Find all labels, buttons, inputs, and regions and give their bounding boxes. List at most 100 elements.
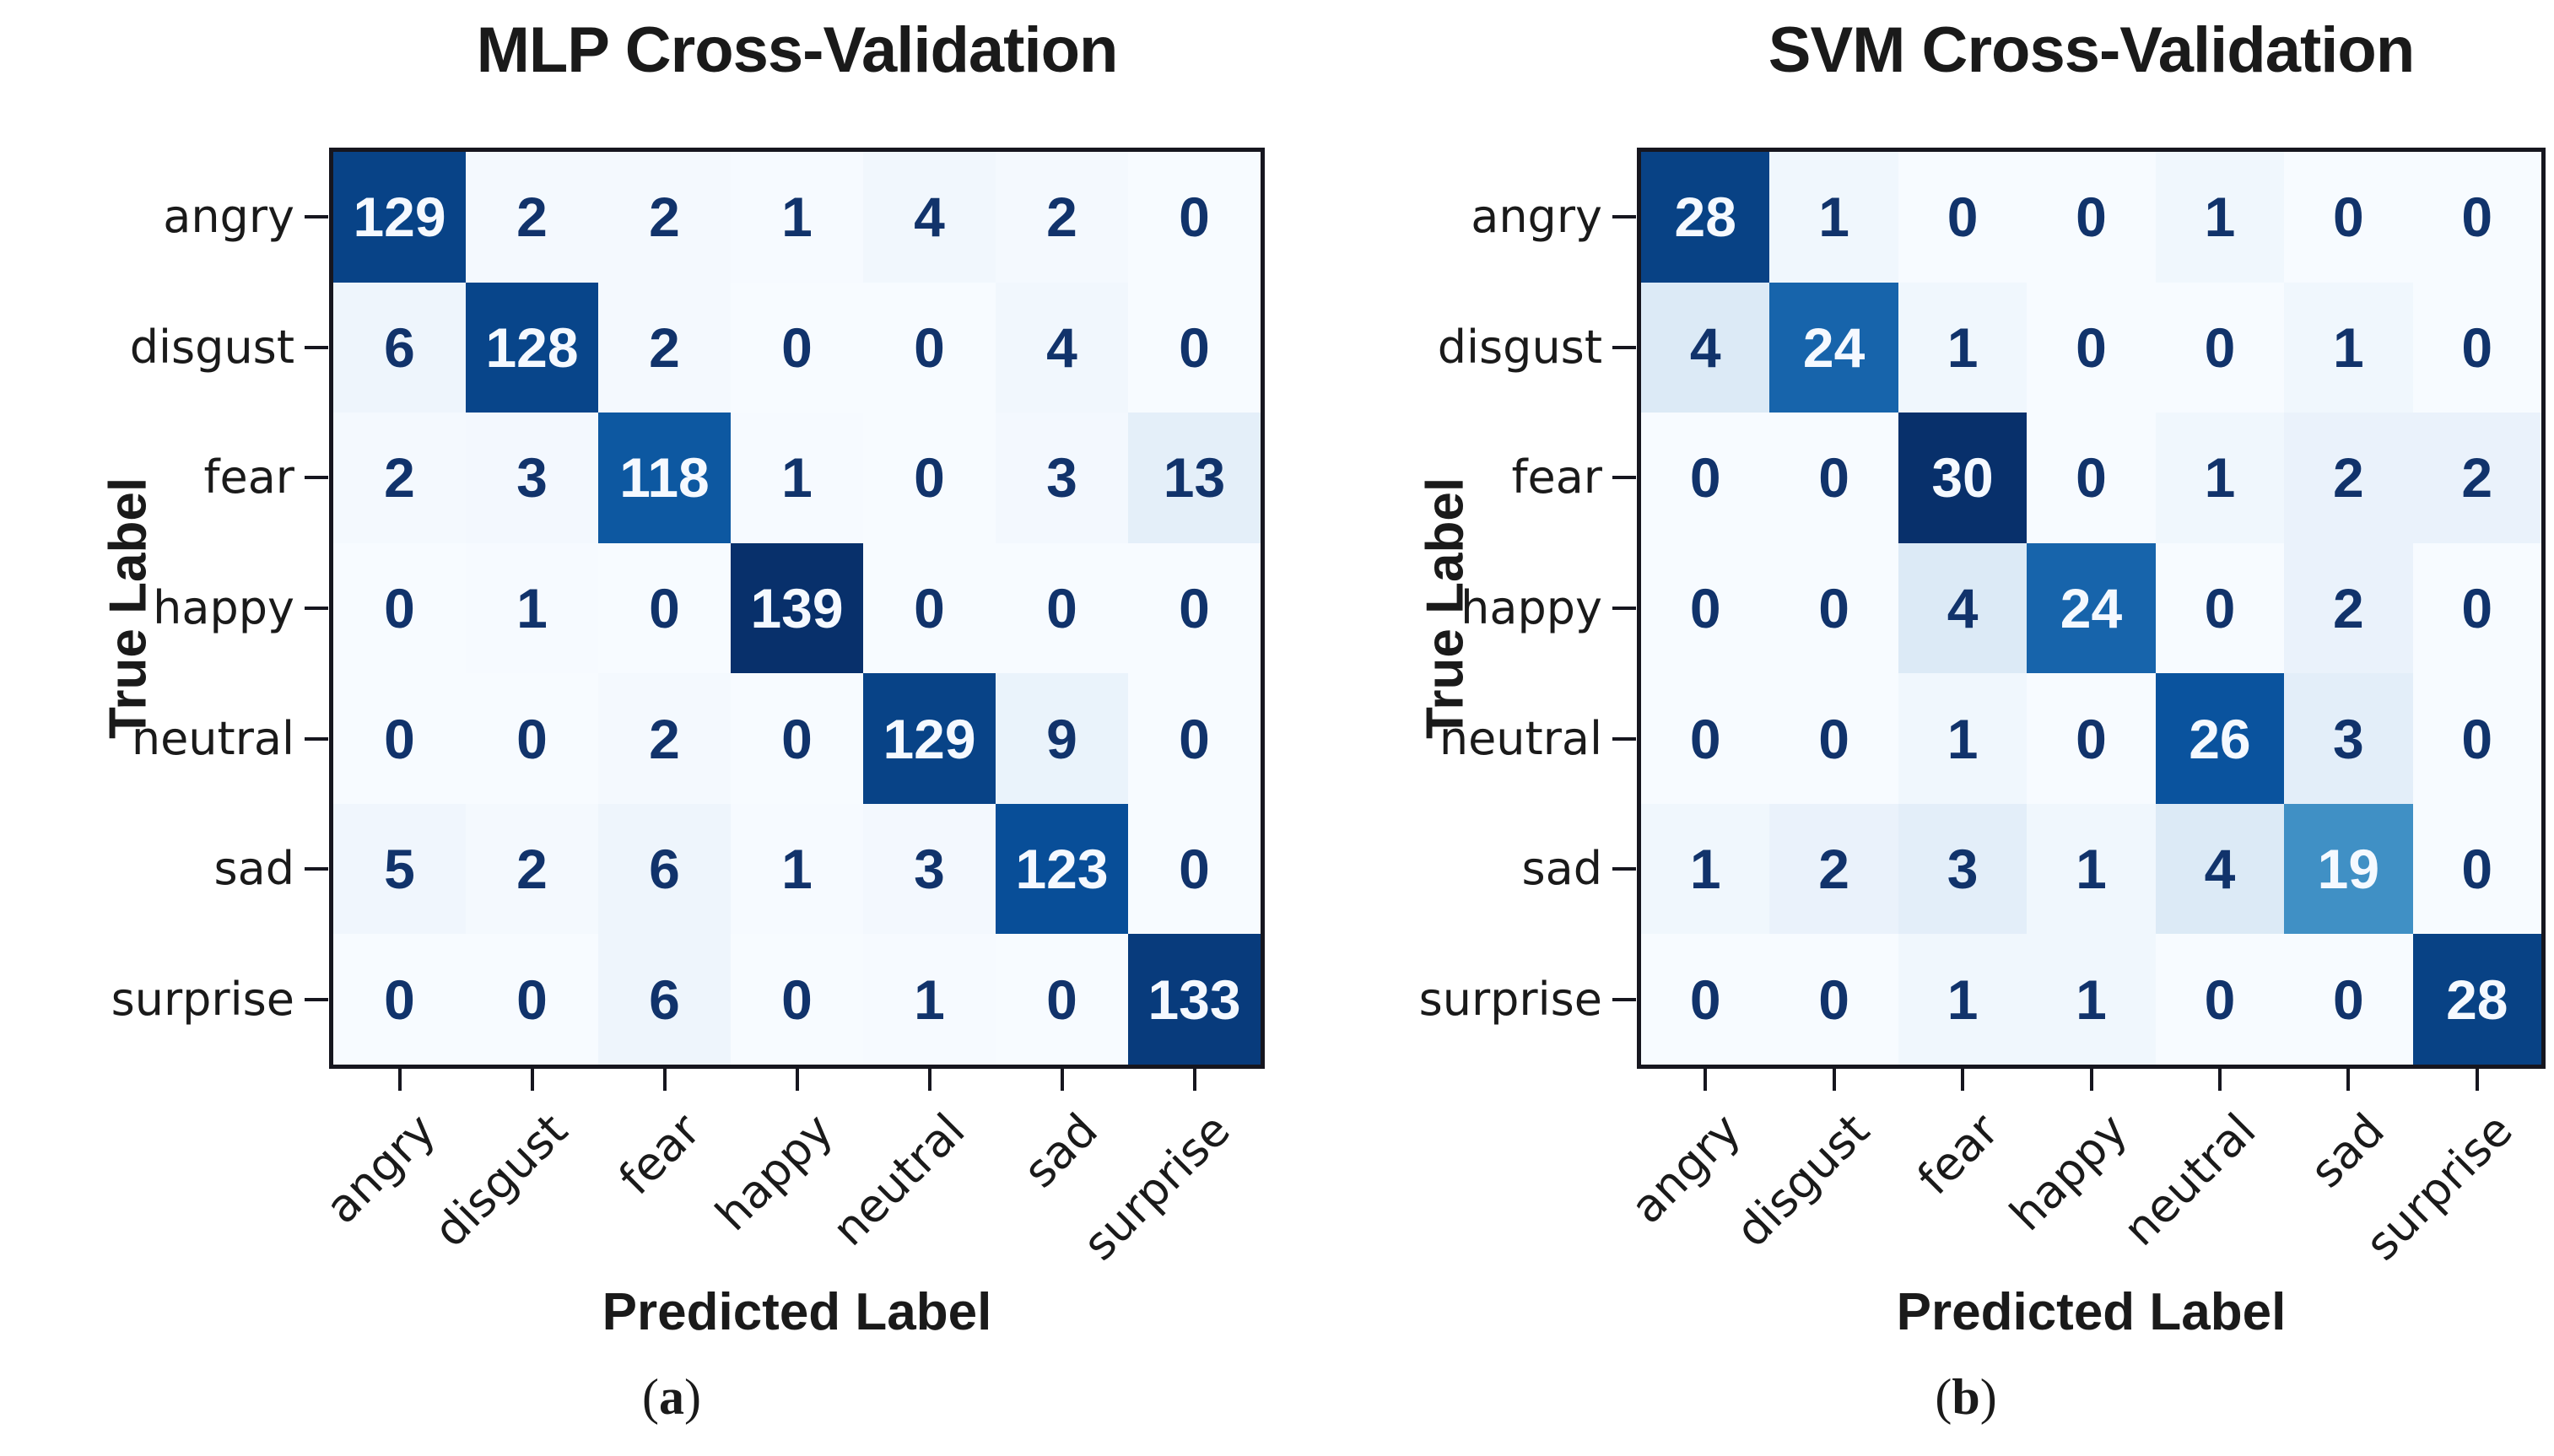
matrix-cell: 0 [1128,803,1261,935]
x-tick-mark [1060,1069,1064,1091]
caption-letter: b [1952,1369,1980,1425]
matrix-cell: 0 [2412,152,2541,283]
x-tick-mark [1961,1069,1965,1091]
y-tick-mark [305,215,328,219]
matrix-cell: 0 [1769,934,1898,1065]
matrix-cell: 4 [996,282,1128,413]
y-tick-mark [305,736,328,741]
x-axis-label: Predicted Label [602,1283,992,1341]
svm-panel: SVM Cross-Validation True Label 28 1 0 0 1 0 0… [1277,0,2554,1456]
matrix-cell: 0 [333,934,466,1065]
y-tick-mark [305,867,328,871]
matrix-cell: 0 [2412,542,2541,674]
matrix-cell: 2 [466,803,598,935]
matrix-cell: 4 [1641,282,1770,413]
matrix-cell: 1 [1898,282,2028,413]
matrix-cell: 0 [2027,282,2156,413]
matrix-cell: 1 [2027,934,2156,1065]
x-tick-label-text: fear [608,1103,710,1205]
matrix-cell: 3 [996,413,1128,543]
matrix-cell: 1 [731,803,863,935]
matrix-cell: 0 [2155,282,2285,413]
matrix-cell: 1 [1898,934,2028,1065]
x-tick-label-text: sad [2299,1103,2395,1198]
matrix-cell: 28 [2412,934,2541,1065]
matrix-cell: 118 [598,413,731,543]
x-axis-label: Predicted Label [1896,1283,2287,1341]
matrix-cell: 1 [2284,282,2413,413]
chart-title: MLP Cross-Validation [476,14,1119,86]
y-tick-label: sad [213,842,294,896]
matrix-cell: 4 [863,152,996,283]
matrix-cell: 128 [466,282,598,413]
matrix-cell: 0 [2155,542,2285,674]
matrix-cell: 0 [466,673,598,804]
matrix-cell: 0 [1128,542,1261,674]
y-tick-mark [1612,607,1636,610]
x-tick-mark [1704,1069,1708,1091]
y-tick-label: surprise [111,972,294,1026]
matrix-cell: 0 [1128,282,1261,413]
matrix-cell: 24 [2027,542,2156,674]
confusion-matrix: 28 1 0 0 1 0 0 4 24 1 0 0 1 0 0 0 30 0 1 2 2 0 0 4 24 0 2 0 0 0 1 0 26 3 0… [1637,148,2546,1069]
matrix-cell: 1 [2155,413,2285,543]
mlp-panel: MLP Cross-Validation True Label 129 2 2 1 4 2… [100,14,1265,1425]
x-tick-label-text: sad [1012,1103,1108,1198]
matrix-cell: 0 [598,542,731,674]
matrix-cell: 0 [2284,934,2413,1065]
matrix-cell: 2 [333,413,466,543]
y-tick-mark [305,345,328,349]
matrix-cell: 0 [1769,673,1898,804]
x-tick-label-text: fear [1906,1103,2009,1205]
matrix-cell: 3 [863,803,996,935]
y-tick-mark [1612,476,1636,480]
x-tick-mark [795,1069,799,1091]
x-tick-mark [2475,1069,2479,1091]
matrix-cell: 4 [2155,803,2285,935]
matrix-cell: 0 [2412,282,2541,413]
caption-paren-close: ) [684,1369,701,1425]
x-tick-mark [1192,1069,1196,1091]
matrix-cell: 129 [333,152,466,283]
y-tick-mark [1612,215,1636,219]
matrix-cell: 3 [466,413,598,543]
y-tick-label: happy [153,581,294,634]
x-tick-label-text: neutral [822,1103,975,1256]
matrix-cell: 2 [1769,803,1898,935]
matrix-cell: 0 [863,282,996,413]
y-tick-mark [1612,867,1636,871]
matrix-cell: 0 [333,673,466,804]
y-tick-label: disgust [1437,320,1602,374]
x-tick-label-text: disgust [1725,1103,1881,1258]
matrix-cell: 0 [1769,542,1898,674]
y-tick-label: neutral [131,711,294,765]
y-tick-mark [305,607,328,610]
y-tick-mark [305,476,328,480]
subfigure-caption: (a) [0,1368,1343,1426]
matrix-cell: 0 [1128,673,1261,804]
matrix-cell: 0 [1898,152,2028,283]
matrix-cell: 0 [466,934,598,1065]
matrix-cell: 9 [996,673,1128,804]
subfigure-caption: (b) [1277,1368,2554,1426]
matrix-cell: 0 [1641,934,1770,1065]
matrix-cell: 0 [863,542,996,674]
matrix-cell: 1 [731,413,863,543]
matrix-cell: 0 [863,413,996,543]
matrix-cell: 0 [1641,413,1770,543]
matrix-cell: 5 [333,803,466,935]
matrix-cell: 2 [2284,542,2413,674]
x-tick-mark [2346,1069,2351,1091]
y-tick-label: angry [163,190,294,244]
matrix-cell: 1 [1769,152,1898,283]
y-tick-mark [1612,345,1636,349]
caption-paren-open: ( [1935,1369,1952,1425]
matrix-cell: 2 [598,152,731,283]
matrix-cell: 133 [1128,934,1261,1065]
matrix-cell: 0 [996,934,1128,1065]
matrix-cell: 1 [731,152,863,283]
matrix-cell: 24 [1769,282,1898,413]
matrix-cell: 13 [1128,413,1261,543]
matrix-cell: 0 [996,542,1128,674]
x-tick-label-text: angry [315,1103,445,1234]
